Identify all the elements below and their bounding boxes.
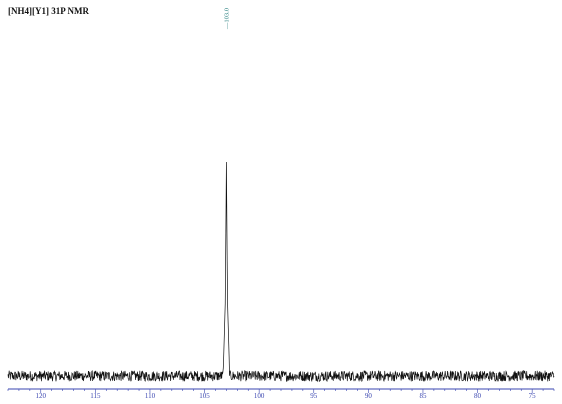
x-axis: 120 115 110 105 100 95 90 85 80 75 bbox=[7, 388, 555, 400]
peak-labels: —103.0 bbox=[223, 8, 230, 30]
spectrum-trace-layer bbox=[7, 161, 555, 383]
x-tick-label: 110 bbox=[145, 392, 156, 400]
x-tick-label: 85 bbox=[419, 392, 427, 400]
x-tick-label: 80 bbox=[474, 392, 482, 400]
spectrum-trace bbox=[7, 161, 555, 383]
x-tick-label: 100 bbox=[254, 392, 265, 400]
x-tick-label: 90 bbox=[365, 392, 373, 400]
chart-title: [NH4][Y1] 31P NMR bbox=[8, 6, 89, 16]
x-tick-label: 115 bbox=[90, 392, 101, 400]
x-tick-label: 105 bbox=[199, 392, 210, 400]
x-tick-label: 120 bbox=[36, 392, 47, 400]
x-tick-label: 95 bbox=[310, 392, 318, 400]
peak-label: —103.0 bbox=[223, 8, 230, 30]
x-tick-label: 75 bbox=[529, 392, 537, 400]
